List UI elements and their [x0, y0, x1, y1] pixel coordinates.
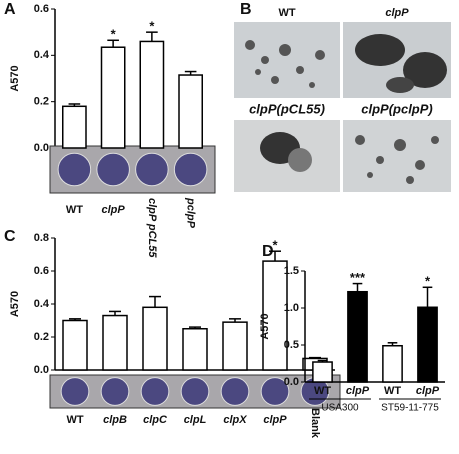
- y-tick-label: 0.4: [34, 298, 50, 310]
- image: [343, 120, 451, 192]
- x-tick-label: clpB: [103, 414, 127, 426]
- y-tick-label: 0.6: [34, 3, 49, 15]
- well: [140, 377, 170, 406]
- y-axis-label: A570: [9, 291, 21, 317]
- y-tick-label: 0.2: [34, 96, 49, 108]
- bar: [62, 319, 88, 371]
- y-tick-label: 0.0: [34, 142, 49, 154]
- image-label: clpP: [385, 7, 409, 19]
- bar: [222, 321, 248, 371]
- well: [135, 152, 169, 187]
- bar: [62, 105, 87, 149]
- y-tick-label: 0.2: [34, 331, 49, 343]
- group-label: ST59-11-775: [381, 403, 439, 414]
- well: [173, 152, 208, 187]
- y-tick-label: 0.4: [34, 49, 50, 61]
- significance: *: [111, 27, 117, 42]
- y-axis-label: A570: [259, 313, 271, 339]
- x-tick-label: clpP: [346, 385, 370, 397]
- x-tick-label: Blank: [309, 408, 321, 439]
- well: [60, 377, 90, 406]
- x-tick-label: clpP pCL55: [146, 198, 158, 258]
- micrographs: [234, 22, 451, 192]
- significance: *: [272, 238, 278, 253]
- well: [100, 377, 130, 406]
- image: [234, 22, 340, 98]
- bar: [182, 328, 208, 371]
- bar: [417, 306, 438, 383]
- panel-label: A: [4, 1, 16, 18]
- bar: [100, 46, 126, 149]
- panel-label: D: [262, 243, 274, 260]
- image-label: clpP(pCL55): [249, 101, 325, 116]
- x-tick-label: WT: [66, 414, 83, 426]
- image-label: clpP(pclpP): [361, 101, 433, 116]
- x-tick-label: clpC: [143, 414, 168, 426]
- y-tick-label: 0.0: [284, 376, 299, 388]
- well: [260, 377, 290, 406]
- x-tick-label: clpX: [223, 414, 247, 426]
- bar: [347, 290, 368, 383]
- y-tick-label: 0.0: [34, 364, 49, 376]
- bar: [262, 260, 288, 371]
- well: [57, 152, 92, 187]
- bar: [382, 344, 403, 383]
- well: [96, 152, 130, 187]
- x-tick-label: WT: [384, 385, 401, 397]
- significance: *: [425, 274, 431, 289]
- y-tick-label: 0.8: [34, 232, 49, 244]
- x-tick-label: WT: [314, 385, 331, 397]
- bar: [142, 306, 168, 371]
- significance: *: [149, 19, 155, 34]
- x-tick-label: clpL: [184, 414, 207, 426]
- bar: [312, 361, 333, 383]
- bar: [102, 314, 128, 371]
- x-tick-label: WT: [66, 204, 83, 216]
- x-tick-label: pclpP: [185, 197, 197, 229]
- image-label: WT: [278, 7, 295, 19]
- x-tick-label: clpP: [263, 414, 287, 426]
- y-tick-label: 0.5: [284, 339, 299, 351]
- y-tick-label: 0.6: [34, 265, 49, 277]
- panel-label: C: [4, 228, 16, 245]
- panel-label: B: [240, 1, 252, 18]
- y-tick-label: 1.0: [284, 302, 299, 314]
- y-tick-label: 1.5: [284, 265, 299, 277]
- y-axis-label: A570: [9, 65, 21, 91]
- well: [180, 377, 210, 406]
- well: [220, 377, 250, 406]
- x-tick-label: clpP: [102, 204, 126, 216]
- x-tick-label: clpP: [416, 385, 440, 397]
- bar: [178, 74, 203, 149]
- bar: [139, 40, 165, 149]
- blobs: [245, 34, 447, 184]
- group-label: USA300: [321, 403, 359, 414]
- significance: ***: [350, 270, 366, 285]
